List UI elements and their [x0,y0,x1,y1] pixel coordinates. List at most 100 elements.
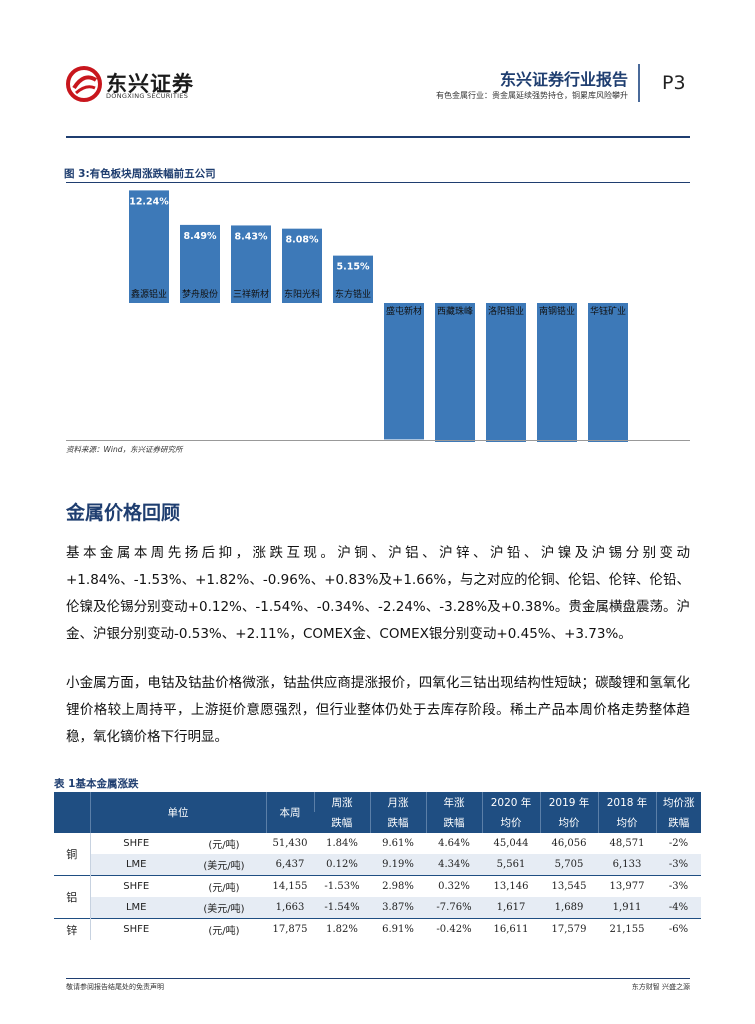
cell-2019-avg: 5,705 [540,854,598,876]
cell-yearly-change: 0.32% [426,875,482,897]
chart-category-label: 南钢锆业 [539,305,575,317]
cell-week: 1,663 [266,897,314,919]
chart-category-label: 西藏珠峰 [437,305,473,317]
chart-bar [129,190,169,303]
dongxing-logo-icon [66,66,102,102]
chart-bar [537,303,577,442]
metals-table: 单位 本周 周涨 月涨 年涨 2020 年 2019 年 2018 年 均价涨 … [54,792,701,940]
header-weekly-change-2: 跌幅 [314,812,370,833]
cell-avg-change: -3% [656,854,701,876]
footer-rule [66,978,690,979]
chart-data-label: 5.15% [337,262,370,273]
footer-disclaimer: 敬请参阅报告结尾处的免责声明 [66,983,164,991]
cell-exchange: LME [90,897,182,919]
cell-exchange: SHFE [90,875,182,897]
cell-2020-avg: 16,611 [482,918,540,940]
cell-weekly-change: -1.53% [314,875,370,897]
paragraph-minor-metals: 小金属方面，电钴及钴盐价格微涨，钴盐供应商提涨报价，四氧化三钴出现结构性短缺；碳… [66,675,690,745]
figure-top-rule [66,182,690,183]
chart-bar [384,303,424,440]
header-monthly-change: 月涨 [369,792,426,812]
chart-data-label: 8.08% [286,235,319,246]
header-2019-avg-2: 均价 [539,812,598,833]
cell-2018-avg: 21,155 [598,918,656,940]
metal-copper: 铜 [54,832,91,876]
cell-2020-avg: 45,044 [482,832,540,854]
figure-source: 资料来源：Wind，东兴证券研究所 [66,445,183,454]
chart-data-label: 12.24% [129,196,169,207]
cell-2018-avg: 48,571 [598,832,656,854]
table-row: 锌 SHFE (元/吨) 17,875 1.82% 6.91% -0.42% 1… [54,918,701,940]
cell-monthly-change: 2.98% [370,875,426,897]
cell-2020-avg: 5,561 [482,854,540,876]
table-row: LME (美元/吨) 6,437 0.12% 9.19% 4.34% 5,561… [54,854,701,876]
table-header-row-2: 跌幅 跌幅 跌幅 均价 均价 均价 跌幅 [54,812,701,833]
header-week: 本周 [265,792,314,833]
header-avg-change-2: 跌幅 [655,812,701,833]
cell-weekly-change: 0.12% [314,854,370,876]
figure-bottom-rule [66,440,690,441]
chart-bar [282,228,322,303]
chart-category-label: 洛阳钼业 [488,305,524,317]
cell-2020-avg: 13,146 [482,875,540,897]
cell-monthly-change: 9.61% [370,832,426,854]
footer-slogan: 东方财智 兴盛之源 [631,983,690,991]
chart-bar [486,303,526,442]
header-yearly-change-2: 跌幅 [425,812,482,833]
chart-bar [333,255,373,303]
cell-unit: (美元/吨) [182,854,266,876]
chart-category-label: 盛屯新材 [386,305,422,317]
bar-chart: 鑫源铝业 12.24% 梦舟股份 8.49% 三祥新材 8.43% 东阳光科 8.08% 东方锆… [129,190,628,442]
cell-yearly-change: 4.34% [426,854,482,876]
figure-title: 图 3:有色板块周涨跌幅前五公司 [64,168,216,180]
paragraph-base-metals: 基本金属本周先扬后抑，涨跌互现。沪铜、沪铝、沪锌、沪铅、沪镍及沪锡分别变动+1.… [66,545,690,642]
cell-avg-change: -3% [656,875,701,897]
header-rule [66,136,690,138]
cell-avg-change: -6% [656,918,701,940]
cell-yearly-change: -7.76% [426,897,482,919]
table-row: 铜 SHFE (元/吨) 51,430 1.84% 9.61% 4.64% 45… [54,832,701,876]
cell-week: 51,430 [266,832,314,854]
cell-yearly-change: 4.64% [426,832,482,854]
header-2018-avg-2: 均价 [597,812,656,833]
cell-exchange: SHFE [90,832,182,854]
cell-avg-change: -4% [656,897,701,919]
chart-category-label: 东阳光科 [284,288,320,300]
table-header-row-1: 单位 本周 周涨 月涨 年涨 2020 年 2019 年 2018 年 均价涨 [54,792,701,833]
logo-text-cn: 东兴证券 [106,72,194,96]
header-unit: 单位 [89,792,266,833]
chart-bar [231,225,271,303]
cell-exchange: LME [90,854,182,876]
chart-bar [180,224,220,303]
cell-week: 17,875 [266,918,314,940]
cell-unit: (美元/吨) [182,897,266,919]
header-avg-change: 均价涨 [655,792,701,812]
chart-category-label: 华钰矿业 [590,305,626,317]
chart-data-label: 8.49% [184,231,217,242]
header-2019-avg: 2019 年 [539,792,598,812]
chart-category-label: 东方锆业 [335,288,371,300]
cell-monthly-change: 6.91% [370,918,426,940]
header-2018-avg: 2018 年 [597,792,656,812]
cell-avg-change: -2% [656,832,701,854]
cell-week: 6,437 [266,854,314,876]
header-2020-avg-2: 均价 [481,812,540,833]
cell-2019-avg: 1,689 [540,897,598,919]
metal-zinc: 锌 [54,918,91,940]
logo-text-en: DONGXING SECURITIES [106,92,189,100]
cell-unit: (元/吨) [182,832,266,854]
cell-weekly-change: -1.54% [314,897,370,919]
cell-monthly-change: 9.19% [370,854,426,876]
header-weekly-change: 周涨 [313,792,370,812]
metal-aluminum: 铝 [54,875,91,919]
cell-2019-avg: 17,579 [540,918,598,940]
cell-2018-avg: 13,977 [598,875,656,897]
header-2020-avg: 2020 年 [481,792,540,812]
page-number: P3 [662,72,686,94]
header-divider [638,64,640,102]
chart-category-label: 三祥新材 [233,288,269,300]
cell-yearly-change: -0.42% [426,918,482,940]
header-yearly-change: 年涨 [425,792,482,812]
table-row: 铝 SHFE (元/吨) 14,155 -1.53% 2.98% 0.32% 1… [54,875,701,919]
table-title: 表 1基本金属涨跌 [54,778,139,790]
